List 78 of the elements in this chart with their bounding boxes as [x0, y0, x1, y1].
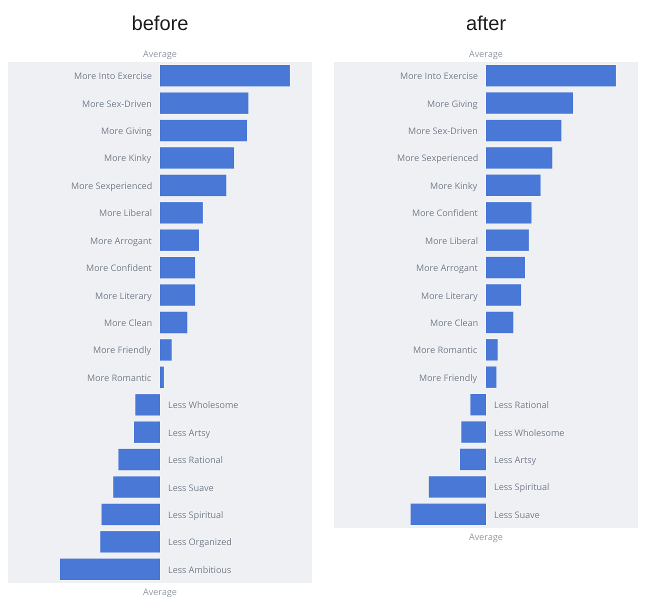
- bar: [486, 284, 522, 306]
- y-tick-label: Less Spiritual: [494, 480, 550, 493]
- bar: [160, 174, 226, 196]
- y-tick-label: More Sexperienced: [71, 179, 152, 192]
- y-tick-label: Less Ambitious: [168, 563, 232, 576]
- bar: [486, 120, 562, 142]
- chart-title: before: [132, 13, 188, 35]
- bar: [160, 92, 248, 114]
- y-tick-label: More Into Exercise: [400, 69, 478, 82]
- text: Average: [469, 47, 503, 60]
- bar: [160, 312, 188, 334]
- y-tick-label: More Liberal: [425, 234, 478, 247]
- y-tick-label: More Romantic: [413, 343, 478, 356]
- y-tick-label: More Giving: [427, 97, 478, 110]
- y-tick-label: More Sex-Driven: [82, 97, 152, 110]
- bar: [160, 256, 196, 278]
- y-tick-label: Less Suave: [168, 481, 214, 494]
- y-tick-label: Less Wholesome: [168, 398, 238, 411]
- y-tick-label: More Sexperienced: [397, 151, 478, 164]
- bar: [486, 174, 541, 196]
- bar: [486, 366, 496, 388]
- y-tick-label: More Friendly: [419, 371, 478, 384]
- y-tick-label: Less Artsy: [168, 426, 211, 439]
- bar: [100, 531, 160, 553]
- text: Average: [143, 585, 177, 598]
- y-tick-label: More Kinky: [430, 179, 478, 192]
- y-tick-label: Less Artsy: [494, 453, 537, 466]
- bar: [135, 394, 160, 416]
- bar: [160, 202, 203, 224]
- bar: [486, 92, 574, 114]
- bar: [486, 65, 616, 86]
- y-tick-label: Less Wholesome: [494, 426, 564, 439]
- bar: [160, 147, 234, 169]
- bar: [60, 558, 160, 580]
- bar: [134, 421, 160, 443]
- bar: [486, 256, 525, 278]
- bar: [486, 339, 498, 361]
- bar: [486, 202, 532, 224]
- bar: [428, 476, 486, 498]
- y-tick-label: More Kinky: [104, 151, 152, 164]
- bar: [160, 339, 172, 361]
- y-tick-label: More Liberal: [99, 206, 152, 219]
- y-tick-label: Less Spiritual: [168, 508, 224, 521]
- chart-title: after: [466, 13, 506, 35]
- bar: [486, 229, 529, 251]
- y-tick-label: Less Rational: [494, 398, 549, 411]
- y-tick-label: More Friendly: [93, 343, 152, 356]
- y-tick-label: More Literary: [95, 289, 152, 302]
- y-tick-label: More Giving: [101, 124, 152, 137]
- bar: [118, 448, 160, 470]
- bar: [160, 120, 248, 142]
- bar: [486, 312, 514, 334]
- y-tick-label: More Confident: [86, 261, 152, 274]
- y-tick-label: Less Rational: [168, 453, 223, 466]
- bar: [486, 147, 552, 169]
- bar: [410, 504, 486, 525]
- y-tick-label: More Clean: [104, 316, 152, 329]
- y-tick-label: More Into Exercise: [74, 69, 152, 82]
- text: Average: [143, 47, 177, 60]
- bar: [461, 421, 486, 443]
- bar: [160, 284, 196, 306]
- bar: [160, 65, 290, 86]
- y-tick-label: Less Organized: [168, 535, 232, 548]
- y-tick-label: More Sex-Driven: [408, 124, 478, 137]
- text: Average: [469, 530, 503, 543]
- y-tick-label: More Confident: [412, 206, 478, 219]
- bar: [460, 448, 486, 470]
- y-tick-label: More Arrogant: [90, 234, 152, 247]
- bar: [102, 504, 160, 526]
- y-tick-label: More Romantic: [87, 371, 152, 384]
- bar: [160, 366, 164, 388]
- y-tick-label: More Arrogant: [416, 261, 478, 274]
- bar: [470, 394, 486, 416]
- y-tick-label: More Literary: [421, 289, 478, 302]
- y-tick-label: More Clean: [430, 316, 478, 329]
- y-tick-label: Less Suave: [494, 508, 540, 521]
- bar: [160, 230, 199, 251]
- bar: [113, 476, 160, 498]
